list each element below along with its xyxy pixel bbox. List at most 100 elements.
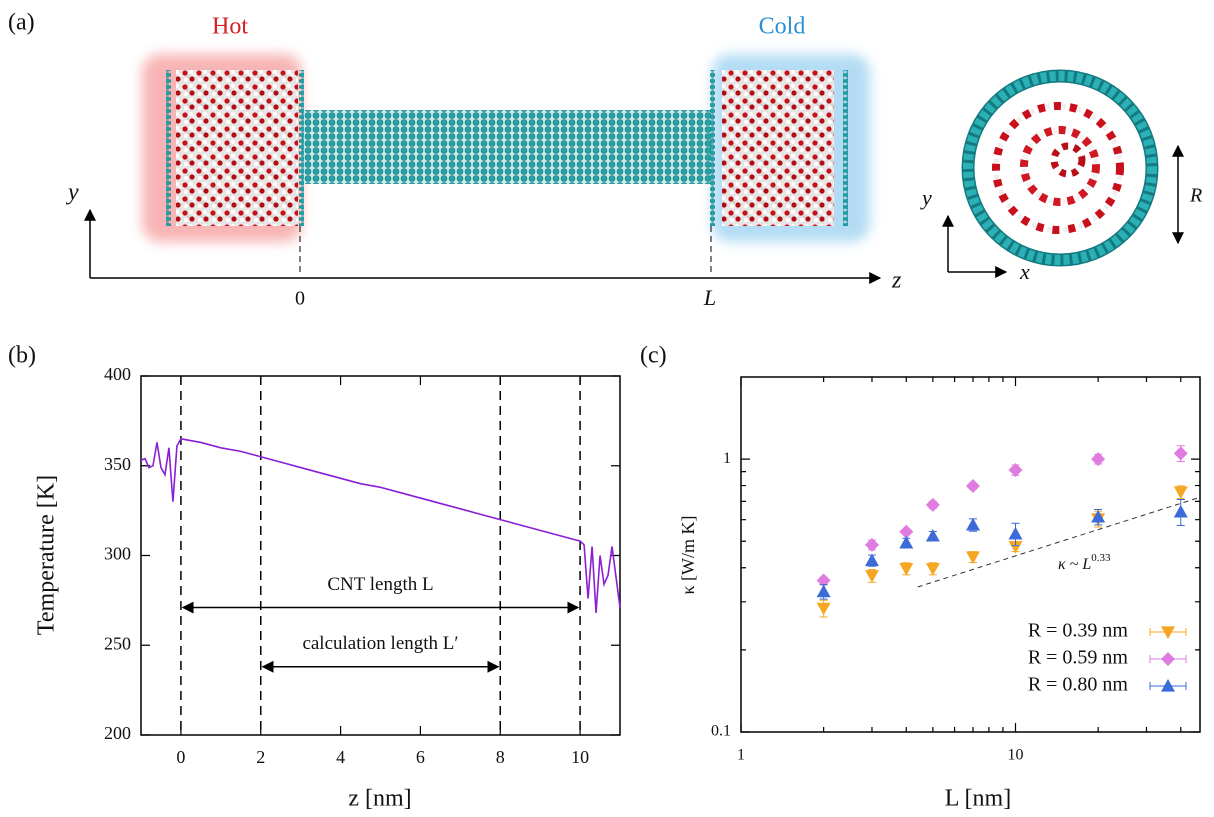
marker [965, 479, 980, 494]
data-point [816, 584, 831, 600]
data-point [1091, 508, 1106, 526]
marker [1173, 504, 1188, 518]
x-tick-label: 10 [571, 747, 589, 767]
marker [864, 537, 879, 552]
y-tick-label: 300 [104, 544, 131, 564]
marker [1091, 509, 1106, 523]
legend-marker [1161, 626, 1175, 639]
axis-label: y [66, 180, 79, 206]
annotation-label: calculation length L′ [302, 633, 458, 654]
wall [710, 70, 715, 226]
data-point [864, 537, 879, 552]
x-axis-label: z [nm] [348, 786, 411, 812]
marker [965, 517, 980, 531]
data-point [965, 551, 980, 564]
marker [925, 563, 940, 576]
y-tick-label: 200 [104, 723, 131, 743]
data-point [965, 517, 980, 532]
x-tick-label: 4 [336, 747, 345, 767]
data-point [925, 497, 940, 512]
x-tick-label: 6 [416, 747, 425, 767]
data-point [816, 573, 831, 588]
charts: (b) 0 2 4 6 8 10 200 250 300 350 400 z [nm] Temperatu… [8, 343, 1201, 812]
legend-label: R = 0.80 nm [1028, 674, 1129, 696]
y-axis-label: Temperature [K] [34, 475, 60, 635]
origin-label: 0 [295, 288, 305, 310]
water-block [176, 70, 298, 226]
fit-line [917, 497, 1198, 588]
x-tick-label: 10 [1008, 747, 1024, 764]
marker [864, 570, 879, 583]
marker [1091, 452, 1106, 467]
data-point [1173, 499, 1188, 527]
data-point [864, 553, 879, 567]
data-point [925, 562, 940, 576]
fit-label: κ ~ L0.33 [1058, 552, 1111, 573]
data-point [864, 569, 879, 583]
plot-frame [140, 375, 621, 736]
fit-label-base: κ ~ L [1058, 556, 1091, 573]
x-tick-label: 2 [256, 747, 265, 767]
marker [965, 551, 980, 564]
y-tick-label: 1 [723, 450, 731, 467]
x-tick-label: 1 [737, 747, 745, 764]
water-block [722, 70, 834, 226]
data-point [1008, 463, 1023, 478]
x-tick-label: 0 [176, 747, 185, 767]
data-point [899, 524, 914, 539]
legend-label: R = 0.39 nm [1028, 620, 1129, 642]
marker [899, 535, 914, 549]
legend-label: R = 0.59 nm [1028, 647, 1129, 669]
marker [1173, 486, 1188, 499]
axis-label: z [891, 268, 902, 294]
fit-label-exponent: 0.33 [1091, 552, 1111, 564]
hot-label: Hot [212, 14, 248, 40]
marker [1008, 541, 1023, 554]
water-ring [1050, 142, 1086, 178]
water-ring [992, 102, 1124, 234]
temperature-line [140, 437, 621, 613]
axis-label: x [1019, 259, 1030, 284]
wall [843, 70, 848, 226]
wall [166, 70, 171, 226]
nanotube [302, 110, 712, 184]
legend-marker [1161, 679, 1175, 692]
marker [816, 573, 831, 588]
x-axis-label: L [nm] [945, 786, 1011, 812]
marker [864, 553, 879, 567]
annotation-label: CNT length L [327, 574, 433, 595]
data-point [925, 528, 940, 542]
marker [816, 584, 831, 598]
data-point [1091, 452, 1106, 467]
data-point [899, 535, 914, 549]
panel-a: (a) Hot Cold y z 0 L R [8, 10, 1202, 311]
data-point [1173, 445, 1188, 463]
wall [299, 70, 304, 226]
y-tick-label: 350 [104, 454, 131, 474]
y-axis-label: κ [W/m K] [678, 515, 698, 594]
marker [899, 524, 914, 539]
cold-label: Cold [759, 14, 806, 40]
panel-label: (c) [640, 343, 667, 369]
data-point [965, 479, 980, 494]
length-label: L [703, 285, 716, 310]
legend-marker [1161, 652, 1175, 666]
data-point [1173, 485, 1188, 499]
marker [1008, 463, 1023, 478]
y-tick-label: 400 [104, 364, 131, 384]
data-point [816, 599, 831, 618]
radius-label: R [1189, 185, 1202, 207]
marker [925, 528, 940, 542]
marker [899, 563, 914, 576]
panel-label: (b) [8, 343, 36, 369]
plot-frame [740, 376, 1201, 733]
marker [1008, 526, 1023, 540]
marker [1173, 446, 1188, 461]
water-ring [1020, 126, 1100, 206]
y-tick-label: 250 [104, 633, 131, 653]
tube-ring [963, 71, 1157, 265]
x-tick-label: 8 [496, 747, 505, 767]
data-point [899, 562, 914, 576]
marker [925, 497, 940, 512]
